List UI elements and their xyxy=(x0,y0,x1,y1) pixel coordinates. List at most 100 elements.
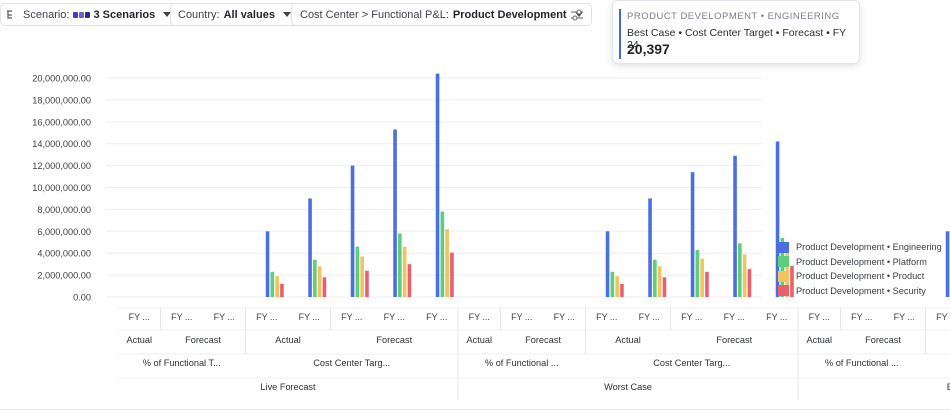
bar-platform xyxy=(610,271,615,297)
hierarchy-icon xyxy=(6,9,18,20)
x-tick-label: FY ... xyxy=(129,312,150,322)
x-scenario-label: Worst Case xyxy=(604,382,652,392)
x-tick-label: FY ... xyxy=(809,312,830,322)
bar-security xyxy=(407,264,412,297)
x-group-label: Cost Center Targ... xyxy=(653,358,730,368)
bar-security xyxy=(662,277,667,297)
legend-swatch xyxy=(778,256,789,268)
bar-platform xyxy=(653,259,657,297)
y-tick-label: 20,000,000.00 xyxy=(32,74,91,84)
bar-engineering xyxy=(945,231,950,297)
bar-platform xyxy=(313,259,317,297)
country-label: Country: xyxy=(178,8,220,21)
x-tick-label: FY ... xyxy=(214,312,235,322)
x-tick-label: FY ... xyxy=(299,312,320,322)
cost-center-filter[interactable]: Cost Center > Functional P&L: Product De… xyxy=(291,3,592,26)
scenario-color-swatch xyxy=(73,11,91,18)
x-group-label: % of Functional ... xyxy=(825,358,899,368)
chevron-down-icon xyxy=(163,12,172,17)
x-tick-label: FY ... xyxy=(851,312,872,322)
x-tick-label: FY ... xyxy=(766,312,787,322)
x-tick-label: FY ... xyxy=(681,312,702,322)
legend-swatch xyxy=(778,285,789,297)
x-subgroup-label: Forecast xyxy=(525,335,561,345)
tooltip-value: 20,397 xyxy=(627,41,670,57)
bar-product xyxy=(360,256,364,297)
bar-product xyxy=(615,276,619,297)
bar-platform xyxy=(738,243,742,297)
bar-platform xyxy=(398,233,402,297)
bar-engineering xyxy=(265,231,270,297)
bar-product xyxy=(742,254,747,297)
y-tick-label: 16,000,000.00 xyxy=(32,117,91,127)
bar-platform xyxy=(440,211,445,297)
x-tick-label: FY ... xyxy=(596,312,617,322)
bar-product xyxy=(317,266,322,297)
scenario-label: Scenario: xyxy=(23,8,70,21)
x-tick-label: FY ... xyxy=(256,312,277,322)
y-tick-label: 4,000,000.00 xyxy=(37,249,91,259)
bar-security xyxy=(280,283,284,297)
cost-center-value: Product Development xyxy=(452,8,567,21)
x-tick-label: FY ... xyxy=(554,312,575,322)
chart-legend: Product Development • Engineering Product… xyxy=(778,240,942,298)
y-tick-label: 0.00 xyxy=(73,293,91,303)
bar-security xyxy=(747,269,752,297)
bar-engineering xyxy=(690,172,695,297)
x-group-label: % of Functional ... xyxy=(485,358,559,368)
bar-platform xyxy=(270,271,275,297)
x-subgroup-label: Forecast xyxy=(376,335,412,345)
bar-engineering xyxy=(733,155,737,297)
legend-item[interactable]: Product Development • Security xyxy=(778,284,942,299)
x-tick-label: FY ... xyxy=(426,312,447,322)
x-group-label: Cost Center Targ... xyxy=(313,358,390,368)
scenario-filter[interactable]: Scenario: 3 Scenarios xyxy=(0,3,181,26)
x-subgroup-label: Forecast xyxy=(865,335,901,345)
legend-label: Product Development • Platform xyxy=(796,256,927,267)
y-tick-label: 14,000,000.00 xyxy=(32,139,91,149)
bar-engineering xyxy=(605,231,610,297)
country-filter[interactable]: Country: All values xyxy=(170,3,300,26)
bar-platform xyxy=(355,246,360,297)
legend-swatch xyxy=(778,270,789,282)
country-value: All values xyxy=(223,8,275,21)
bar-security xyxy=(705,271,709,297)
legend-item[interactable]: Product Development • Engineering xyxy=(778,240,942,255)
x-subgroup-label: Actual xyxy=(275,335,301,345)
legend-item[interactable]: Product Development • Product xyxy=(778,269,942,284)
bar-security xyxy=(322,277,327,297)
cost-center-label: Cost Center > Functional P&L: xyxy=(300,8,449,21)
bar-product xyxy=(275,276,279,297)
y-tick-label: 10,000,000.00 xyxy=(32,183,91,193)
bar-platform xyxy=(695,249,700,297)
x-tick-label: FY ... xyxy=(639,312,660,322)
x-subgroup-label: Actual xyxy=(466,335,492,345)
bar-security xyxy=(620,283,624,297)
legend-swatch xyxy=(778,241,789,253)
x-tick-label: FY ... xyxy=(171,312,192,322)
legend-label: Product Development • Engineering xyxy=(796,242,942,253)
x-tick-label: FY ... xyxy=(936,312,950,322)
y-tick-label: 6,000,000.00 xyxy=(37,227,91,237)
bar-product xyxy=(445,229,449,297)
legend-item[interactable]: Product Development • Platform xyxy=(778,255,942,270)
bottom-divider xyxy=(0,409,950,410)
y-tick-label: 2,000,000.00 xyxy=(37,271,91,281)
bar-engineering xyxy=(393,129,397,297)
chart-tooltip: PRODUCT DEVELOPMENT • ENGINEERING Best C… xyxy=(612,0,860,64)
x-tick-label: FY ... xyxy=(469,312,490,322)
x-tick-label: FY ... xyxy=(511,312,532,322)
y-tick-label: 8,000,000.00 xyxy=(37,205,91,215)
x-subgroup-label: Forecast xyxy=(716,335,752,345)
bar-product xyxy=(657,266,662,297)
bar-engineering xyxy=(308,198,312,297)
x-tick-label: FY ... xyxy=(384,312,405,322)
x-subgroup-label: Actual xyxy=(615,335,641,345)
sliders-icon[interactable] xyxy=(570,8,584,21)
x-subgroup-label: Actual xyxy=(126,335,152,345)
bar-engineering xyxy=(648,198,652,297)
x-tick-label: FY ... xyxy=(894,312,915,322)
tooltip-detail: Best Case • Cost Center Target • Forecas… xyxy=(627,27,846,51)
bar-engineering xyxy=(435,73,440,298)
bar-product xyxy=(402,246,407,297)
